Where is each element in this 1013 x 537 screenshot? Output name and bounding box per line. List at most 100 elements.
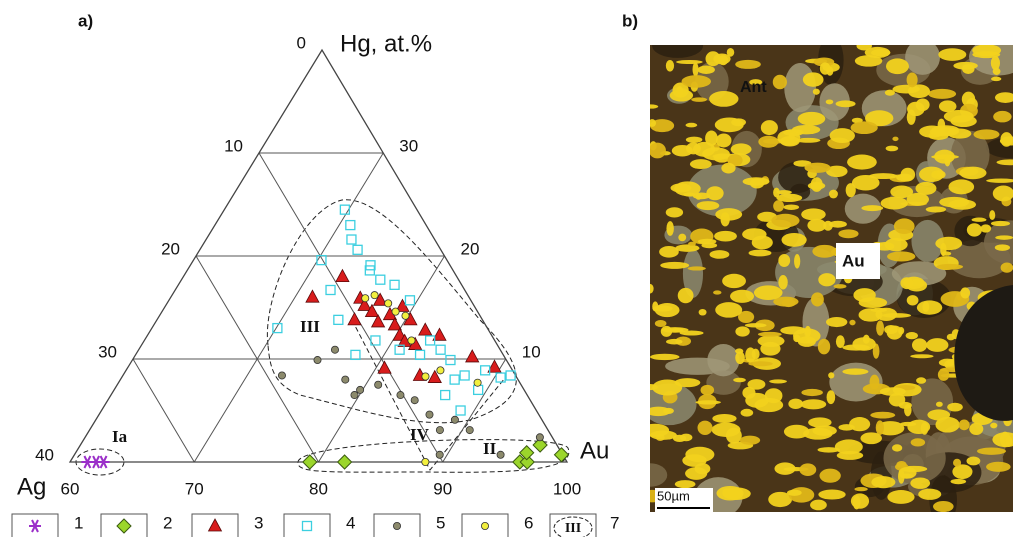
photo-texture: [977, 448, 1006, 455]
photo-texture: [939, 359, 956, 367]
photo-texture: [916, 377, 926, 384]
panel-label: a): [78, 11, 93, 30]
point: [342, 376, 349, 383]
point: [460, 371, 469, 380]
photo-texture: [794, 254, 800, 269]
photo-texture: [917, 300, 942, 314]
photo-texture: [722, 274, 746, 288]
photo-texture: [761, 120, 778, 135]
photo-texture: [989, 210, 995, 220]
figure: a) b) Hg, at.% Ag Au Ia II III IV AntAu5…: [0, 0, 1013, 537]
photo-texture: [698, 421, 713, 435]
photo-texture: [813, 89, 820, 95]
photo-texture: [735, 326, 749, 336]
photo-texture: [671, 328, 684, 332]
photo-texture: [944, 155, 950, 166]
photo-texture: [900, 474, 913, 479]
photo-texture: [870, 375, 880, 390]
ag-tick-label: 10: [224, 136, 243, 155]
photo-texture: [884, 325, 898, 334]
photo-texture: [828, 372, 834, 378]
hg-tick-label: 10: [522, 342, 541, 361]
point: [348, 313, 361, 325]
photo-texture: [892, 137, 898, 141]
point: [378, 361, 391, 373]
photo-texture: [842, 368, 868, 374]
point: [357, 386, 364, 393]
point: [422, 373, 429, 380]
photo-texture: [715, 208, 742, 220]
photo-texture: [918, 489, 941, 500]
photo-texture: [991, 56, 1000, 70]
photo-texture: [678, 288, 694, 303]
photo-texture: [712, 423, 741, 437]
photo-texture: [871, 476, 895, 488]
photo-texture: [912, 338, 927, 351]
photo-texture: [672, 145, 693, 157]
grid-line: [133, 359, 194, 462]
photo-texture: [666, 207, 683, 217]
legend-label: 6: [524, 513, 533, 532]
photo-texture: [1000, 132, 1012, 147]
point: [405, 296, 414, 305]
photo-texture: [812, 245, 836, 258]
hg-tick-label: 30: [399, 136, 418, 155]
photo-texture: [830, 128, 855, 143]
photo-texture: [683, 193, 696, 197]
point: [376, 275, 385, 284]
photo-texture: [648, 119, 656, 127]
photo-texture: [960, 287, 970, 298]
photo-texture: [937, 264, 963, 270]
point: [436, 345, 445, 354]
photo-texture: [819, 469, 840, 483]
ag-tick-label: 0: [297, 33, 306, 52]
photo-texture: [733, 378, 746, 383]
point: [336, 270, 349, 282]
photo-texture: [887, 251, 915, 261]
photo-texture: [871, 49, 890, 56]
photo-texture: [798, 112, 826, 126]
photo-texture: [905, 39, 940, 75]
legend-symbol-label: III: [565, 521, 581, 536]
photo-texture: [745, 323, 767, 327]
point: [326, 285, 335, 294]
photo-texture: [836, 335, 845, 348]
photo-texture: [707, 344, 739, 376]
point: [437, 367, 444, 374]
photo-texture: [836, 100, 856, 107]
photo-texture: [856, 41, 871, 50]
photo-texture: [967, 223, 982, 236]
point: [303, 455, 317, 469]
photo-texture: [801, 399, 827, 409]
photo-texture: [803, 72, 824, 87]
photo-texture: [676, 60, 703, 64]
photo-texture: [712, 414, 736, 423]
point: [419, 323, 432, 335]
x-tick-label: 60: [61, 479, 80, 498]
photo-texture: [933, 501, 954, 512]
photo-texture: [818, 273, 835, 286]
photo-texture: [834, 284, 847, 288]
photo-texture: [881, 197, 908, 210]
photo-texture: [926, 206, 946, 212]
photo-texture: [673, 435, 686, 442]
point: [466, 426, 473, 433]
photo-texture: [990, 423, 997, 429]
point: [366, 261, 375, 270]
photo-texture: [773, 200, 784, 212]
photo-texture: [861, 205, 883, 211]
photo-texture: [953, 459, 961, 467]
photo-texture: [928, 89, 956, 99]
legend-label: 1: [74, 513, 83, 532]
photo-texture: [887, 490, 914, 504]
photo-texture: [714, 231, 737, 242]
photo-texture: [852, 175, 880, 191]
photo-texture: [660, 262, 689, 269]
photo-texture: [938, 48, 966, 61]
photo-texture: [649, 143, 666, 159]
photo-texture: [666, 339, 682, 345]
photo-texture: [769, 379, 787, 383]
photo-texture: [969, 423, 983, 435]
photo-texture: [717, 486, 744, 501]
